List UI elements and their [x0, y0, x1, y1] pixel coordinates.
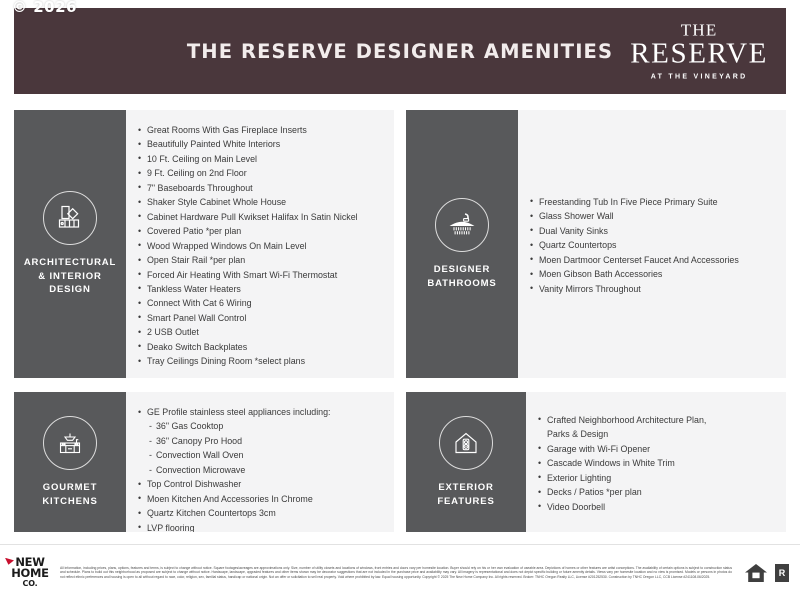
header-banner: THE RESERVE DESIGNER AMENITIES THE RESER… [14, 8, 786, 94]
card-label-line2: KITCHENS [42, 495, 98, 507]
list-item: Glass Shower Wall [530, 209, 776, 224]
list-item: Connect With Cat 6 Wiring [138, 296, 384, 311]
card-body: GE Profile stainless steel appliances in… [126, 392, 394, 532]
card-icon-panel: DESIGNER BATHROOMS [406, 110, 518, 378]
list-item: Shaker Style Cabinet Whole House [138, 195, 384, 210]
legal-disclaimer: All information, including prices, plans… [60, 565, 732, 579]
card-body: Great Rooms With Gas Fireplace Inserts B… [126, 110, 394, 378]
list-item: Garage with Wi-Fi Opener [538, 441, 776, 456]
list-item: Moen Gibson Bath Accessories [530, 267, 776, 282]
card-exterior-features: EXTERIOR FEATURES Crafted Neighborhood A… [406, 392, 786, 532]
brand-logo-line2: RESERVE [630, 37, 768, 70]
brand-logo-tagline: AT THE VINEYARD [650, 73, 748, 81]
list-item: Smart Panel Wall Control [138, 310, 384, 325]
card-label: ARCHITECTURAL & INTERIOR DESIGN [18, 256, 122, 297]
card-icon-panel: EXTERIOR FEATURES [406, 392, 526, 532]
list-item: Freestanding Tub In Five Piece Primary S… [530, 194, 776, 209]
card-label-line2: BATHROOMS [427, 277, 497, 289]
list-item: Video Doorbell [538, 499, 776, 514]
list-item: Quartz Countertops [530, 238, 776, 253]
list-item: Crafted Neighborhood Architecture Plan, [538, 412, 776, 427]
list-item: 36" Canopy Pro Hood [138, 434, 384, 449]
card-label-line1: DESIGNER [433, 263, 491, 275]
list-item: 36" Gas Cooktop [138, 419, 384, 434]
feature-list: Freestanding Tub In Five Piece Primary S… [530, 194, 776, 296]
card-body: Freestanding Tub In Five Piece Primary S… [518, 110, 786, 378]
list-item: Cascade Windows in White Trim [538, 456, 776, 471]
footer: NEW HOME CO. All information, including … [0, 544, 800, 600]
card-label-line1: ARCHITECTURAL [23, 256, 117, 268]
card-label-line1: EXTERIOR FEATURES [437, 481, 495, 507]
list-item: Convection Microwave [138, 463, 384, 478]
list-item: 2 USB Outlet [138, 325, 384, 340]
feature-list: Crafted Neighborhood Architecture Plan, … [538, 412, 776, 514]
card-designer-bathrooms: DESIGNER BATHROOMS Freestanding Tub In F… [406, 110, 786, 378]
logo-text-co: CO. [22, 579, 38, 589]
brand-logo: THE RESERVE AT THE VINEYARD [630, 22, 768, 81]
card-architectural-interior-design: ARCHITECTURAL & INTERIOR DESIGN Great Ro… [14, 110, 394, 378]
new-home-co-logo: NEW HOME CO. [6, 556, 54, 589]
list-item: Dual Vanity Sinks [530, 223, 776, 238]
kitchen-range-hood-icon [43, 415, 97, 470]
list-item: Top Control Dishwasher [138, 477, 384, 492]
card-icon-panel: ARCHITECTURAL & INTERIOR DESIGN [14, 110, 126, 378]
list-item: 7" Baseboards Throughout [138, 180, 384, 195]
card-icon-panel: GOURMET KITCHENS [14, 392, 126, 532]
card-label: GOURMET KITCHENS [42, 481, 97, 509]
amenities-grid: ARCHITECTURAL & INTERIOR DESIGN Great Ro… [14, 110, 786, 540]
list-item: Great Rooms With Gas Fireplace Inserts [138, 122, 384, 137]
list-item: GE Profile stainless steel appliances in… [138, 404, 384, 419]
card-label-line1: GOURMET [42, 481, 98, 493]
list-item: 9 Ft. Ceiling on 2nd Floor [138, 166, 384, 181]
list-item: Quartz Kitchen Countertops 3cm [138, 506, 384, 521]
list-item: LVP flooring [138, 520, 384, 532]
realtor-icon: R [774, 563, 790, 583]
page-title: THE RESERVE DESIGNER AMENITIES [186, 39, 614, 63]
brand-logo-line1: THE [680, 20, 718, 40]
house-doorbell-icon [439, 415, 493, 470]
list-item: Moen Kitchen And Accessories In Chrome [138, 491, 384, 506]
card-body: Crafted Neighborhood Architecture Plan, … [526, 392, 786, 532]
list-item: Cabinet Hardware Pull Kwikset Halifax In… [138, 209, 384, 224]
list-item: Beautifully Painted White Interiors [138, 137, 384, 152]
card-label-line2: & INTERIOR DESIGN [38, 270, 102, 296]
card-label: DESIGNER BATHROOMS [427, 263, 496, 291]
equal-housing-opportunity-icon [744, 562, 768, 584]
list-item: Parks & Design [547, 429, 609, 440]
card-gourmet-kitchens: GOURMET KITCHENS GE Profile stainless st… [14, 392, 394, 532]
card-label: EXTERIOR FEATURES [410, 481, 522, 509]
list-item: Deako Switch Backplates [138, 339, 384, 354]
list-item: Tray Ceilings Dining Room *select plans [138, 354, 384, 369]
feature-list: GE Profile stainless steel appliances in… [138, 404, 384, 532]
copyright-stamp: © 2026 [12, 0, 77, 16]
shower-head-icon [435, 197, 489, 252]
list-item: Open Stair Rail *per plan [138, 253, 384, 268]
list-item: Moen Dartmoor Centerset Faucet And Acces… [530, 252, 776, 267]
footer-marks: R [732, 562, 790, 584]
list-item: Vanity Mirrors Throughout [530, 281, 776, 296]
logo-text-new: NEW [6, 556, 54, 569]
list-item: Decks / Patios *per plan [538, 485, 776, 500]
feature-list: Great Rooms With Gas Fireplace Inserts B… [138, 122, 384, 369]
logo-text-home: HOME [11, 566, 49, 581]
list-item: Wood Wrapped Windows On Main Level [138, 238, 384, 253]
paint-swatches-icon [43, 190, 97, 245]
list-item: Convection Wall Oven [138, 448, 384, 463]
list-item: Covered Patio *per plan [138, 224, 384, 239]
list-item: Forced Air Heating With Smart Wi-Fi Ther… [138, 267, 384, 282]
list-item: Exterior Lighting [538, 470, 776, 485]
list-item: Tankless Water Heaters [138, 281, 384, 296]
list-item: 10 Ft. Ceiling on Main Level [138, 151, 384, 166]
svg-text:R: R [779, 568, 786, 578]
